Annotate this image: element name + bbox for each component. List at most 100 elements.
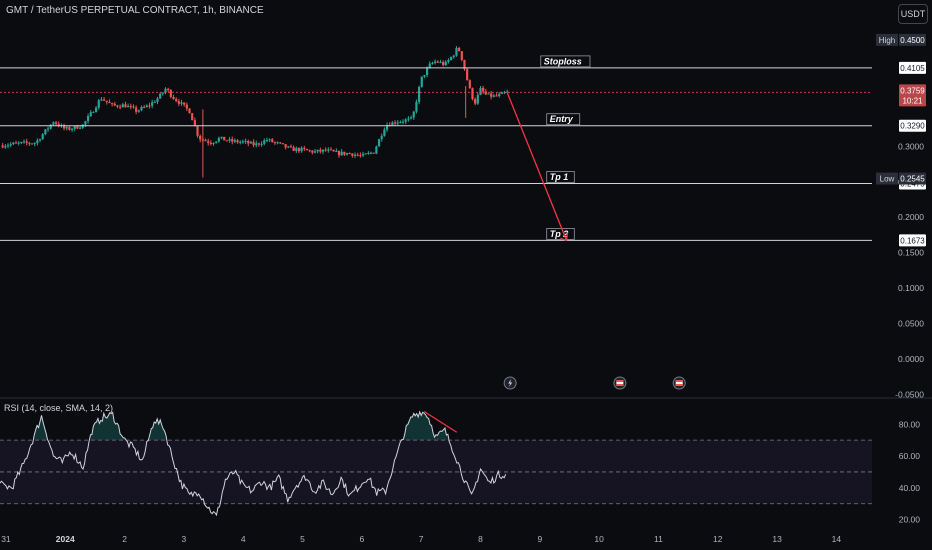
candle-body — [20, 141, 23, 143]
candle-body — [228, 139, 231, 141]
candle-body — [295, 148, 298, 151]
candle-body — [361, 153, 365, 156]
candle-body — [65, 127, 68, 129]
candle-body — [78, 127, 82, 129]
price-axis-label: 0.1000 — [898, 283, 924, 293]
candle-body — [471, 88, 474, 100]
price-axis-label: 0.2000 — [898, 212, 924, 222]
candle-body — [284, 144, 287, 148]
candle-body — [297, 148, 301, 152]
candle-body — [273, 142, 277, 144]
candle-body — [466, 69, 469, 81]
candle-body — [188, 108, 191, 114]
candle-body — [111, 103, 114, 105]
rsi-line[interactable] — [0, 410, 507, 517]
rsi-overbought-fill — [401, 411, 448, 441]
high-label: High — [879, 36, 895, 45]
candle-body — [212, 142, 215, 145]
price-pane[interactable]: 0.30000.25000.20000.15000.10000.05000.00… — [0, 33, 926, 400]
candle-body — [412, 111, 415, 118]
candle-body — [225, 140, 228, 142]
candle-body — [356, 154, 359, 156]
time-axis-label: 14 — [832, 534, 842, 544]
candle-body — [257, 143, 261, 145]
candle-body — [276, 142, 279, 144]
candle-body — [62, 125, 66, 129]
candle-body — [303, 147, 306, 149]
candle-body — [401, 121, 405, 123]
candle-body — [268, 139, 271, 141]
level-label-box — [546, 171, 575, 183]
projection-arrow[interactable] — [506, 92, 568, 241]
currency-button[interactable]: USDT — [898, 4, 928, 24]
rsi-overbought-fill — [90, 412, 127, 441]
candle-body — [399, 121, 402, 123]
level-label-box — [546, 228, 575, 240]
candle-body — [140, 107, 143, 111]
rsi-axis-label: 40.00 — [899, 483, 921, 493]
candle-body — [455, 47, 458, 56]
candle-body — [161, 92, 164, 94]
candle-body — [124, 104, 127, 108]
time-axis-label: 31 — [1, 534, 11, 544]
candle-body — [100, 99, 103, 101]
candle-body — [506, 91, 509, 93]
candle-body — [327, 149, 330, 151]
candle-body — [38, 139, 42, 141]
level-label: Tp 1 — [550, 172, 569, 182]
candle-body — [127, 106, 130, 108]
candle-body — [183, 102, 186, 105]
rsi-overbought-fill — [34, 415, 48, 441]
price-axis-label: 0.1500 — [898, 248, 924, 258]
chart-title: GMT / TetherUS PERPETUAL CONTRACT, 1h, B… — [6, 5, 264, 16]
level-label-box — [546, 113, 581, 126]
candle-body — [103, 99, 106, 101]
high-value-box — [899, 33, 926, 46]
low-label-box — [876, 172, 898, 185]
candle-body — [249, 141, 253, 144]
candle-body — [404, 119, 407, 122]
level-price-tag — [899, 61, 926, 74]
candle-body — [151, 102, 154, 106]
flag-icon[interactable] — [672, 376, 686, 390]
candle-body — [343, 151, 346, 155]
candle-body — [439, 62, 442, 64]
candle-body — [244, 140, 247, 142]
candle-body — [444, 61, 447, 66]
rsi-pane[interactable]: 80.00 60.00 40.00 20.00 RSI (14, close, SMA,… — [0, 403, 920, 525]
candle-body — [367, 152, 370, 154]
projection-arrowhead — [560, 232, 569, 242]
rsi-axis-label: 20.00 — [899, 515, 921, 525]
candle-body — [94, 107, 98, 112]
candle-body — [423, 74, 426, 77]
candle-body — [447, 60, 450, 62]
candle-body — [233, 140, 237, 142]
time-axis-label: 13 — [772, 534, 782, 544]
low-value: 0.2545 — [900, 175, 925, 184]
candle-body — [119, 106, 122, 108]
candle-body — [255, 143, 258, 146]
candle-body — [460, 51, 463, 60]
candle-body — [409, 117, 413, 119]
candle-body — [476, 94, 479, 104]
lightning-icon[interactable] — [503, 376, 517, 390]
candle-body — [247, 140, 250, 144]
flag-icon[interactable] — [613, 376, 627, 390]
time-axis[interactable]: 31 2024 2 3 4 5 6 7 8 9 10 11 12 13 14 — [1, 534, 841, 544]
candle-body — [137, 110, 140, 112]
candle-body — [113, 103, 116, 106]
candle-body — [172, 96, 175, 100]
candle-body — [369, 152, 373, 154]
rsi-divergence-line[interactable] — [423, 411, 458, 433]
candle-body — [498, 93, 501, 97]
candle-body — [9, 144, 12, 146]
time-axis-label: 5 — [300, 534, 305, 544]
candle-body — [28, 142, 31, 144]
candle-body — [236, 140, 239, 143]
candle-body — [68, 127, 71, 130]
candle-body — [49, 124, 52, 129]
price-axis-label: 0.0000 — [898, 354, 924, 364]
time-axis-label: 2 — [122, 534, 127, 544]
candle-body — [482, 87, 485, 92]
